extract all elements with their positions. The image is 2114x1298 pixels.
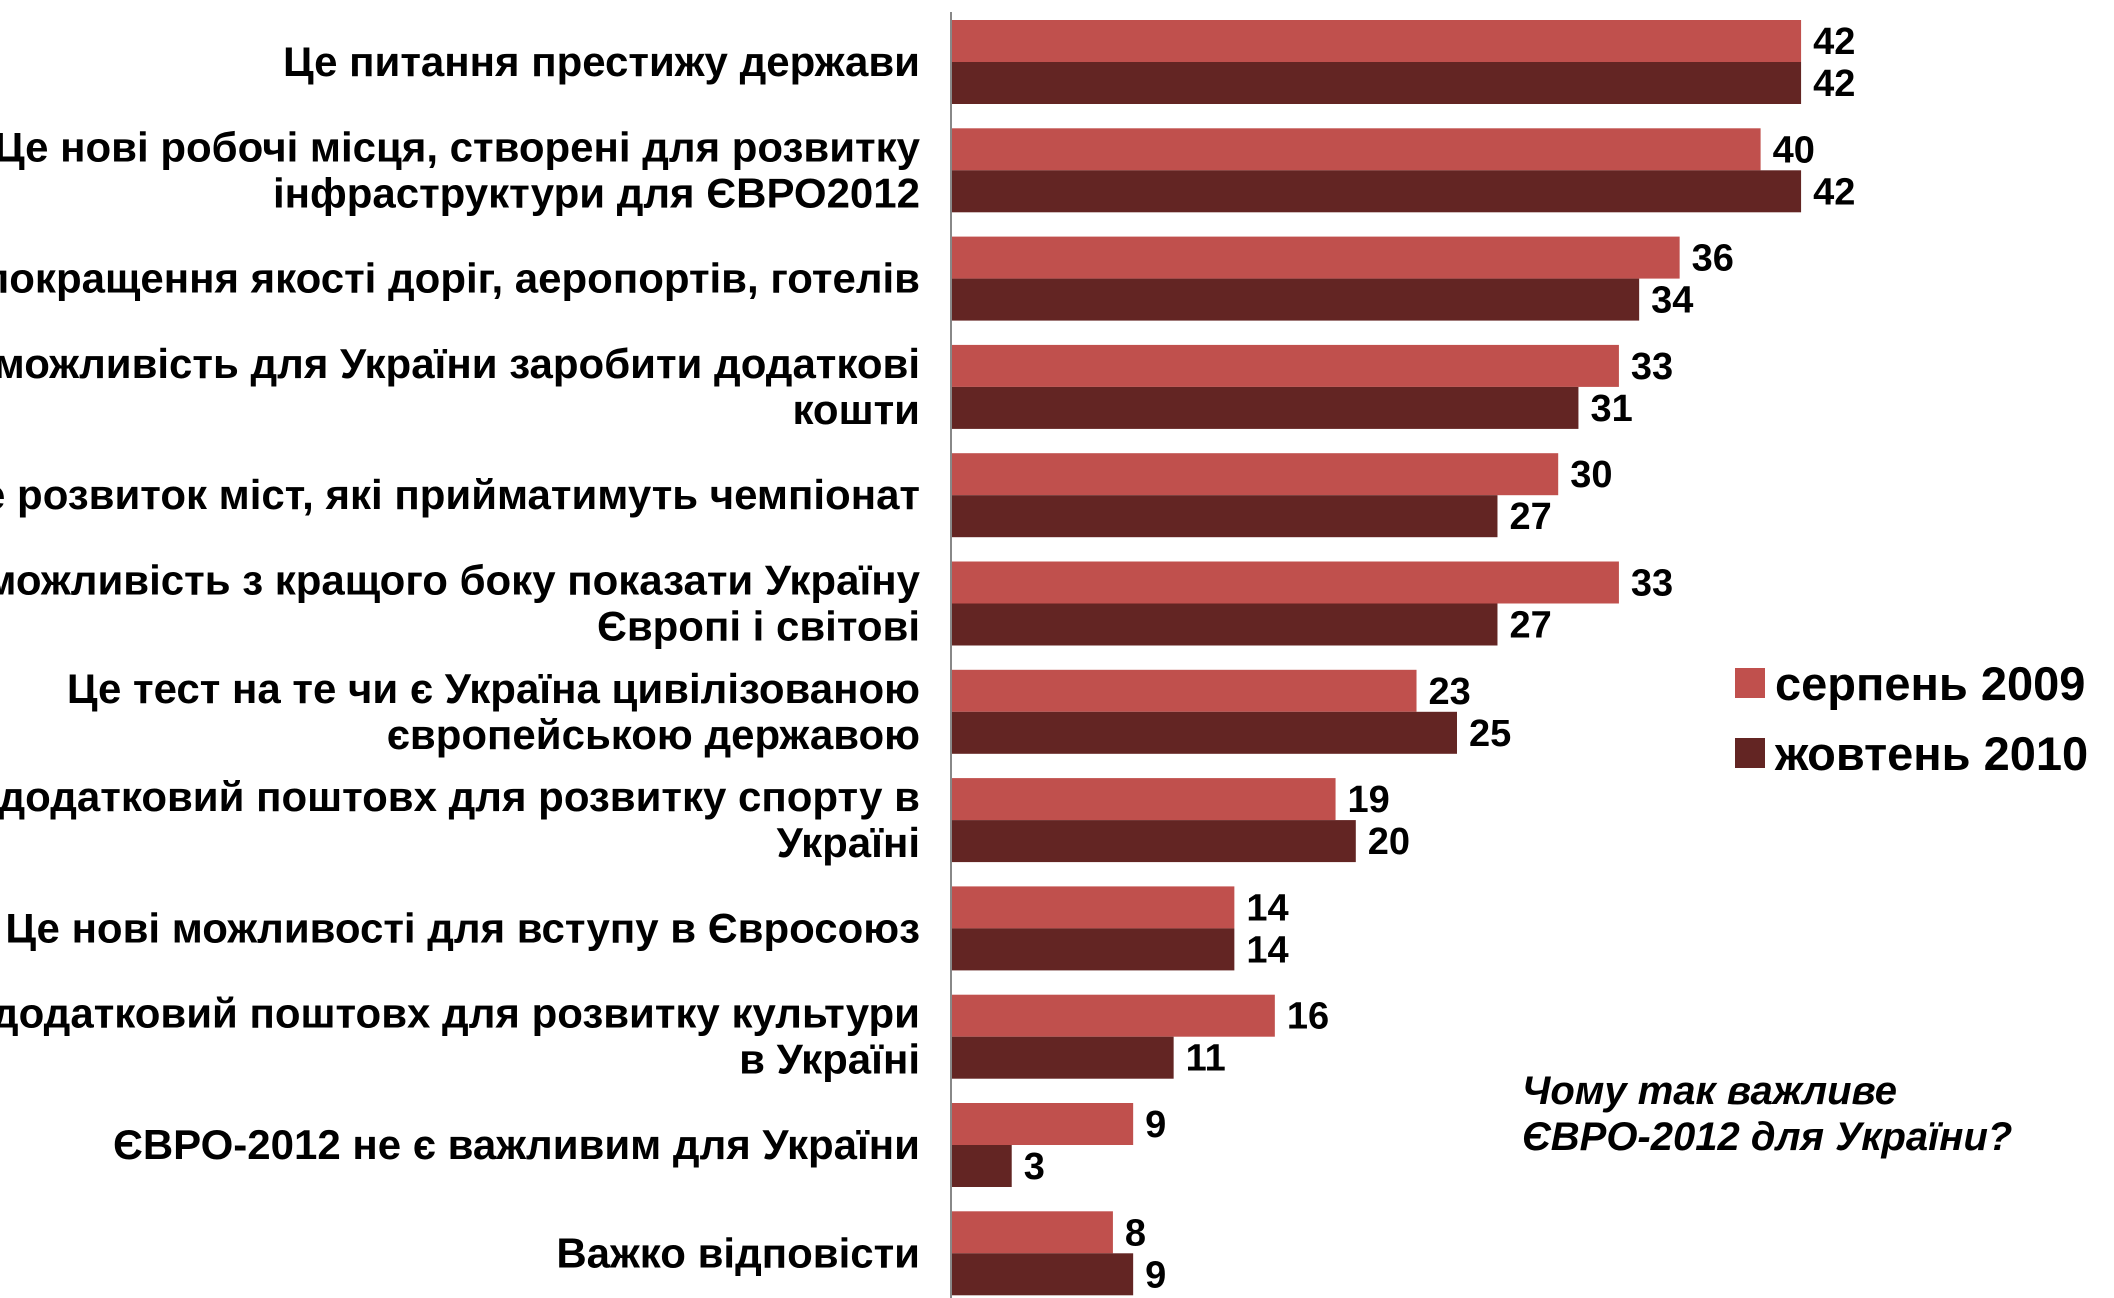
category-label: Це нові робочі місця, створені для розви… bbox=[0, 123, 921, 170]
bar-oct2010 bbox=[951, 278, 1640, 321]
legend-item: серпень 2009 bbox=[1735, 648, 2088, 718]
value-label: 19 bbox=[1348, 779, 1390, 821]
category-label: Європі і світові bbox=[597, 603, 920, 650]
value-label: 36 bbox=[1692, 238, 1734, 280]
bar-oct2010 bbox=[951, 928, 1235, 971]
bar-oct2010 bbox=[951, 603, 1498, 646]
value-label: 16 bbox=[1287, 996, 1329, 1038]
value-label: 42 bbox=[1813, 171, 1855, 213]
value-label: 9 bbox=[1145, 1104, 1166, 1146]
category-label: Це покращення якості доріг, аеропортів, … bbox=[0, 255, 920, 302]
value-label: 33 bbox=[1631, 563, 1673, 605]
category-label: Це можливість з кращого боку показати Ук… bbox=[0, 557, 921, 604]
legend-swatch bbox=[1735, 738, 1765, 768]
bar-aug2009 bbox=[951, 886, 1235, 929]
value-label: 31 bbox=[1590, 388, 1632, 430]
value-label: 8 bbox=[1125, 1212, 1146, 1254]
value-label: 42 bbox=[1813, 21, 1855, 63]
category-label: інфраструктури для ЄВРО2012 bbox=[273, 169, 920, 216]
value-label: 14 bbox=[1246, 887, 1288, 929]
bar-aug2009 bbox=[951, 1211, 1113, 1254]
bar-aug2009 bbox=[951, 994, 1275, 1037]
bar-aug2009 bbox=[951, 128, 1761, 171]
bar-oct2010 bbox=[951, 170, 1802, 213]
category-label: Це розвиток міст, які прийматимуть чемпі… bbox=[0, 471, 920, 518]
bar-aug2009 bbox=[951, 453, 1559, 496]
bar-aug2009 bbox=[951, 236, 1680, 279]
category-label: ЄВРО-2012 не є важливим для України bbox=[113, 1121, 920, 1168]
category-label: кошти bbox=[792, 386, 920, 433]
chart-question: Чому так важливе ЄВРО-2012 для України? bbox=[1522, 1068, 2102, 1160]
category-label: Це тест на те чи є Україна цивілізованою bbox=[67, 665, 920, 712]
value-label: 40 bbox=[1773, 129, 1815, 171]
legend-label: серпень 2009 bbox=[1775, 656, 2086, 710]
value-label: 23 bbox=[1429, 671, 1471, 713]
bar-oct2010 bbox=[951, 1036, 1174, 1079]
bar-aug2009 bbox=[951, 20, 1802, 62]
category-label: Україні bbox=[777, 819, 920, 866]
bar-aug2009 bbox=[951, 561, 1619, 604]
category-label: Це додатковий поштовх для розвитку культ… bbox=[0, 990, 920, 1037]
value-label: 20 bbox=[1368, 821, 1410, 863]
category-label: Це питання престижу держави bbox=[283, 38, 920, 85]
bar-aug2009 bbox=[951, 1103, 1134, 1145]
legend-swatch bbox=[1735, 668, 1765, 698]
question-line-2: ЄВРО-2012 для України? bbox=[1522, 1115, 2013, 1159]
value-label: 25 bbox=[1469, 713, 1511, 755]
category-label: Це можливість для України заробити додат… bbox=[0, 340, 920, 387]
value-label: 14 bbox=[1246, 929, 1288, 971]
bar-oct2010 bbox=[951, 820, 1356, 863]
legend-label: жовтень 2010 bbox=[1775, 726, 2089, 780]
category-label: Важко відповісти bbox=[556, 1229, 920, 1276]
value-label: 11 bbox=[1186, 1038, 1226, 1080]
value-label: 27 bbox=[1509, 496, 1551, 538]
value-label: 3 bbox=[1024, 1146, 1045, 1188]
value-label: 30 bbox=[1570, 454, 1612, 496]
category-label: Це додатковий поштовх для розвитку спорт… bbox=[0, 773, 920, 820]
category-label: європейською державою bbox=[387, 711, 920, 758]
value-label: 34 bbox=[1651, 280, 1693, 322]
question-line-1: Чому так важливе bbox=[1522, 1069, 1897, 1113]
bar-oct2010 bbox=[951, 1253, 1134, 1296]
value-label: 33 bbox=[1631, 346, 1673, 388]
bar-oct2010 bbox=[951, 62, 1802, 104]
bar-aug2009 bbox=[951, 669, 1417, 712]
bar-oct2010 bbox=[951, 1145, 1012, 1187]
category-label: в Україні bbox=[739, 1036, 920, 1083]
value-label: 42 bbox=[1813, 63, 1855, 105]
value-label: 9 bbox=[1145, 1254, 1166, 1296]
value-label: 27 bbox=[1509, 605, 1551, 647]
category-label: Це нові можливості для вступу в Євросоюз bbox=[5, 904, 920, 951]
bar-aug2009 bbox=[951, 778, 1336, 821]
bar-oct2010 bbox=[951, 386, 1579, 429]
legend: серпень 2009 жовтень 2010 bbox=[1735, 648, 2088, 788]
bar-aug2009 bbox=[951, 344, 1619, 387]
bar-oct2010 bbox=[951, 711, 1457, 754]
bar-oct2010 bbox=[951, 495, 1498, 538]
legend-item: жовтень 2010 bbox=[1735, 718, 2088, 788]
